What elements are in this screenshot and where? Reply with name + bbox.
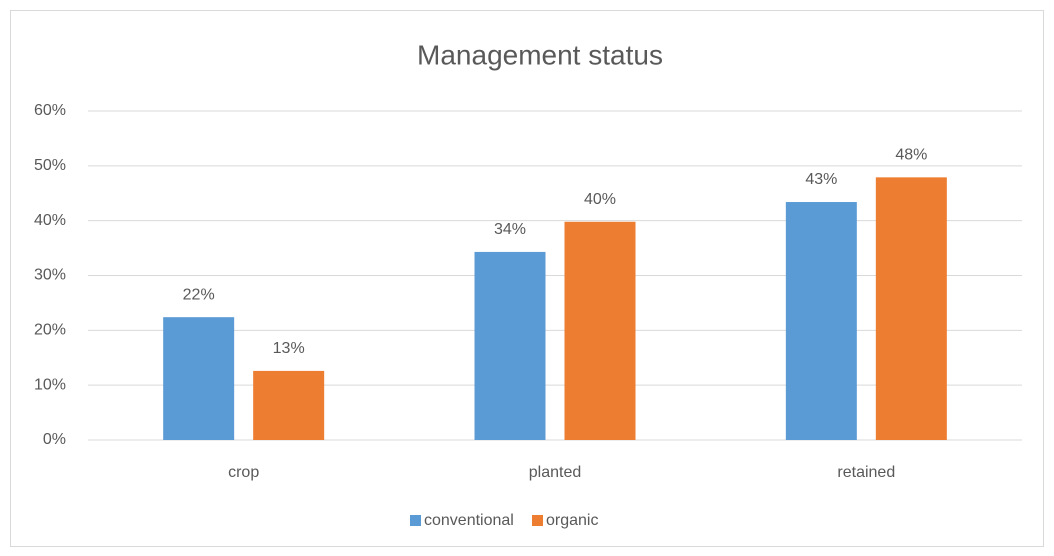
legend-swatch <box>410 515 421 526</box>
data-label: 34% <box>494 221 526 238</box>
data-label: 43% <box>805 171 837 188</box>
data-label: 13% <box>273 340 305 357</box>
y-tick-label: 20% <box>34 322 66 339</box>
data-label: 40% <box>584 191 616 208</box>
y-tick-label: 40% <box>34 212 66 229</box>
bar <box>253 370 325 440</box>
legend-swatch <box>532 515 543 526</box>
y-tick-label: 30% <box>34 267 66 284</box>
y-tick-label: 0% <box>43 431 66 448</box>
x-tick-label: crop <box>228 464 259 481</box>
legend-label: conventional <box>424 512 514 529</box>
chart-title: Management status <box>417 39 663 70</box>
bar <box>564 221 636 440</box>
y-tick-label: 60% <box>34 102 66 119</box>
bar <box>474 251 546 440</box>
data-label: 48% <box>895 147 927 164</box>
bar <box>163 317 235 440</box>
data-label: 22% <box>183 286 215 303</box>
legend-label: organic <box>546 512 598 529</box>
x-tick-label: planted <box>529 464 582 481</box>
y-tick-label: 50% <box>34 157 66 174</box>
x-tick-label: retained <box>837 464 895 481</box>
bar <box>875 177 947 440</box>
bar <box>785 202 857 440</box>
y-tick-label: 10% <box>34 376 66 393</box>
